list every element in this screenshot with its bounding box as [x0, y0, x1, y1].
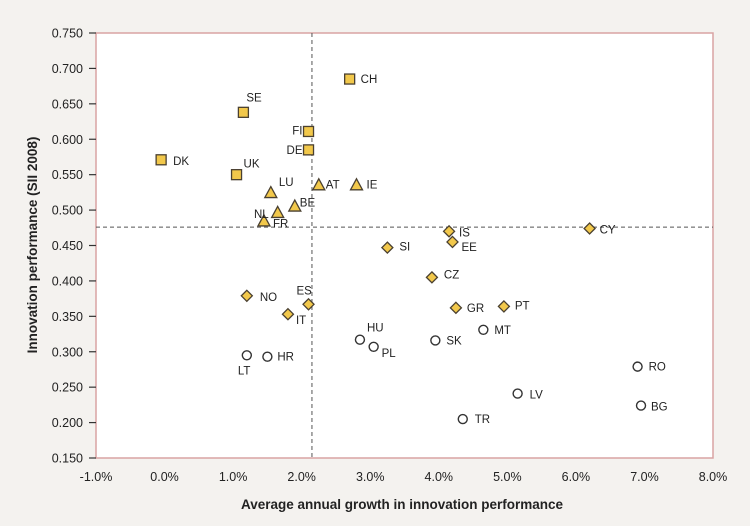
- point-si-label: SI: [399, 242, 410, 254]
- point-se-label: SE: [246, 92, 262, 104]
- y-tick-label: 0.400: [52, 274, 83, 288]
- point-sk-circle: [430, 335, 441, 346]
- point-bg-label: BG: [651, 402, 668, 414]
- y-axis-ticks: 0.150 0.200 0.250 0.300 0.350 0.400 0.450 0.500…: [52, 27, 96, 466]
- point-se-square: [237, 106, 250, 118]
- point-cy-diamond: [583, 222, 597, 235]
- x-tick-label: 0.0%: [150, 470, 179, 484]
- y-axis-title: Innovation performance (SII 2008): [25, 137, 40, 354]
- point-lv-circle: [512, 388, 523, 399]
- point-nl-label: NL: [254, 209, 269, 221]
- point-is-label: IS: [459, 227, 470, 239]
- point-fr-label: FR: [273, 218, 288, 230]
- point-hu-circle: [354, 334, 366, 345]
- point-pl-circle: [368, 341, 379, 352]
- point-fi-label: FI: [292, 125, 302, 137]
- point-fr-triangle: [256, 213, 272, 227]
- point-it-diamond: [281, 307, 295, 321]
- point-nl-triangle: [270, 205, 285, 219]
- x-axis-ticks: -1.0% 0.0% 1.0% 2.0% 3.0% 4.0% 5.0% 6.0% 7.0% 8.0…: [80, 470, 728, 484]
- data-points: [155, 73, 647, 425]
- x-tick-label: 7.0%: [630, 470, 659, 484]
- point-labels: CH SE FI DE DK UK LU AT IE BE NL FR IS EE CY SI CZ NO ES IT…: [173, 74, 668, 426]
- point-tr-circle: [457, 413, 468, 425]
- point-de-square: [302, 144, 315, 156]
- y-tick-label: 0.450: [52, 239, 83, 253]
- point-gr-label: GR: [467, 303, 484, 315]
- point-lt-circle: [241, 350, 253, 361]
- point-ch-square: [344, 73, 356, 85]
- point-at-triangle: [311, 177, 326, 191]
- point-es-diamond: [302, 297, 315, 311]
- point-si-diamond: [380, 241, 394, 255]
- reference-lines: [96, 33, 713, 458]
- point-at-label: AT: [326, 179, 340, 191]
- y-tick-label: 0.300: [52, 345, 83, 359]
- point-sk-label: SK: [446, 335, 462, 347]
- point-lu-label: LU: [279, 177, 294, 189]
- x-tick-label: 8.0%: [699, 470, 728, 484]
- x-tick-label: -1.0%: [80, 470, 113, 484]
- plot-frame: [95, 32, 714, 459]
- point-lu-triangle: [263, 185, 278, 199]
- point-hr-circle: [262, 351, 273, 362]
- point-cz-label: CZ: [444, 269, 459, 281]
- point-mt-label: MT: [494, 325, 511, 337]
- y-tick-label: 0.550: [52, 168, 83, 182]
- point-ee-diamond: [446, 235, 459, 249]
- point-is-diamond: [442, 224, 456, 238]
- y-tick-label: 0.150: [52, 452, 83, 466]
- point-bg-circle: [635, 400, 647, 411]
- y-tick-label: 0.350: [52, 310, 83, 324]
- point-de-label: DE: [287, 145, 303, 157]
- point-uk-square: [230, 169, 243, 181]
- point-ro-label: RO: [649, 362, 666, 374]
- point-pl-label: PL: [382, 348, 397, 360]
- y-tick-label: 0.200: [52, 416, 83, 430]
- x-tick-label: 3.0%: [356, 470, 385, 484]
- point-ee-label: EE: [461, 242, 477, 254]
- point-ie-triangle: [349, 177, 364, 191]
- point-ie-label: IE: [367, 179, 378, 191]
- point-uk-label: UK: [244, 159, 260, 171]
- y-tick-label: 0.600: [52, 133, 83, 147]
- point-no-label: NO: [260, 292, 277, 304]
- y-tick-label: 0.700: [52, 62, 83, 76]
- point-lt-label: LT: [238, 365, 251, 377]
- x-tick-label: 6.0%: [562, 470, 591, 484]
- point-mt-circle: [478, 324, 489, 335]
- point-be-triangle: [287, 198, 302, 212]
- point-dk-square: [155, 154, 167, 166]
- x-tick-label: 5.0%: [493, 470, 522, 484]
- point-lv-label: LV: [530, 390, 544, 402]
- point-fi-square: [302, 125, 315, 138]
- point-be-label: BE: [300, 198, 316, 210]
- x-tick-label: 2.0%: [287, 470, 316, 484]
- point-cy-label: CY: [600, 225, 616, 237]
- point-it-label: IT: [296, 315, 306, 327]
- point-ro-circle: [632, 361, 643, 372]
- point-ch-label: CH: [361, 74, 378, 86]
- x-tick-label: 1.0%: [219, 470, 248, 484]
- point-pt-diamond: [497, 299, 511, 313]
- y-tick-label: 0.500: [52, 204, 83, 218]
- point-es-label: ES: [297, 285, 313, 297]
- y-tick-label: 0.650: [52, 97, 83, 111]
- y-tick-label: 0.750: [52, 27, 83, 41]
- point-dk-label: DK: [173, 156, 189, 168]
- point-pt-label: PT: [515, 300, 530, 312]
- point-hr-label: HR: [277, 352, 294, 364]
- point-tr-label: TR: [475, 414, 490, 426]
- point-gr-diamond: [449, 301, 463, 315]
- point-hu-label: HU: [367, 323, 384, 335]
- point-cz-diamond: [425, 270, 439, 284]
- x-axis-title: Average annual growth in innovation perf…: [241, 497, 564, 512]
- x-tick-label: 4.0%: [425, 470, 454, 484]
- point-no-diamond: [240, 289, 254, 303]
- y-tick-label: 0.250: [52, 381, 83, 395]
